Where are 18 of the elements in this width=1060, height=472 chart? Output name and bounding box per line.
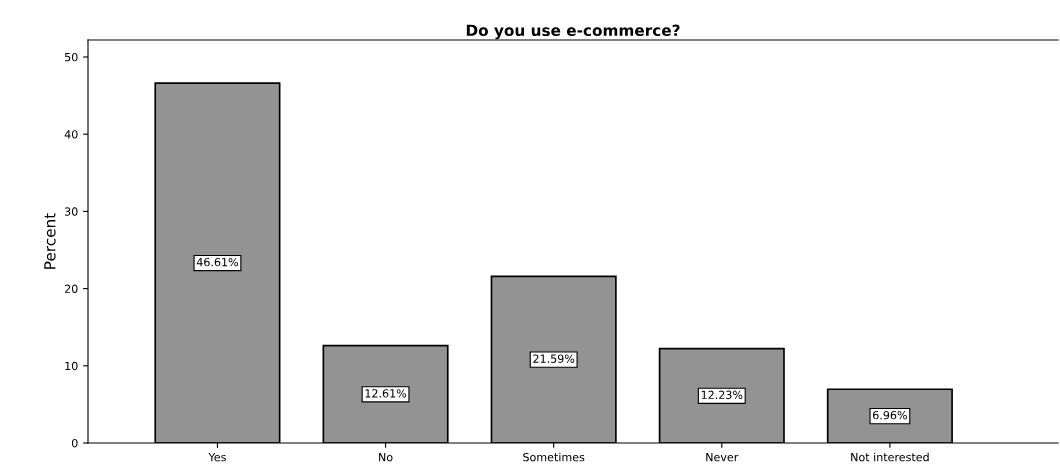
data-label: 6.96% (873, 410, 907, 420)
data-label: 21.59% (533, 354, 575, 363)
x-tick-label: Sometimes (523, 452, 585, 462)
x-tick-label: Yes (208, 453, 226, 462)
x-tick-label: Not interested (851, 452, 929, 462)
y-tick-label: 40 (64, 130, 78, 139)
y-tick-label: 10 (65, 361, 78, 371)
data-label: 12.23% (701, 390, 743, 400)
data-label: 46.61% (196, 257, 239, 267)
x-tick-label: Never (706, 453, 739, 462)
data-label: 12.61% (365, 389, 407, 398)
chart-title: Do you use e-commerce? (466, 24, 680, 40)
y-tick-label: 50 (65, 52, 78, 62)
y-axis-title: Percent (44, 213, 56, 269)
y-tick-label: 20 (64, 284, 78, 293)
y-tick-label: 30 (64, 207, 78, 216)
y-tick-label: 0 (71, 438, 78, 448)
x-tick-label: No (379, 453, 393, 462)
